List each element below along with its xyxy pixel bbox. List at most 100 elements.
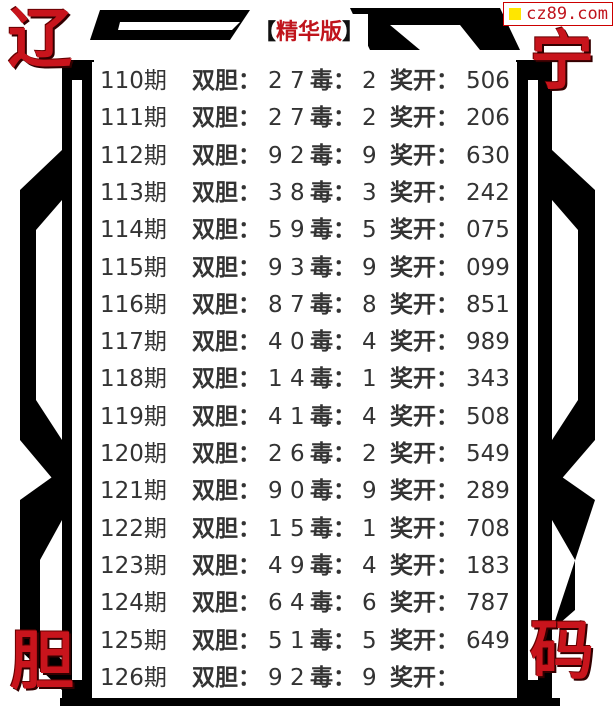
draw-value: 242 [466, 179, 510, 206]
logo-char-bottom-right: 码 [530, 614, 594, 689]
double-value: 2 7 [268, 105, 305, 132]
double-value: 6 4 [268, 590, 305, 617]
period: 121期 [100, 478, 167, 505]
poison-label: 毒： [310, 664, 356, 691]
period: 114期 [100, 217, 167, 244]
draw-label: 奖开： [390, 590, 459, 617]
double-value: 2 7 [268, 68, 305, 94]
poison-value: 4 [362, 329, 377, 356]
period: 119期 [100, 403, 167, 430]
double-value: 3 8 [268, 179, 305, 206]
period: 126期 [100, 664, 167, 691]
draw-label: 奖开： [390, 478, 459, 505]
double-label: 双胆： [192, 590, 261, 617]
draw-label: 奖开： [390, 366, 459, 393]
draw-value: 508 [466, 403, 510, 430]
poison-label: 毒： [310, 515, 356, 542]
poison-label: 毒： [310, 68, 356, 94]
draw-value: 206 [466, 105, 510, 132]
draw-label: 奖开： [390, 515, 459, 542]
double-label: 双胆： [192, 552, 261, 579]
poison-value: 1 [362, 515, 377, 542]
draw-value: 851 [466, 291, 510, 318]
double-label: 双胆： [192, 403, 261, 430]
double-label: 双胆： [192, 366, 261, 393]
poison-label: 毒： [310, 179, 356, 206]
poison-label: 毒： [310, 366, 356, 393]
double-label: 双胆： [192, 441, 261, 467]
draw-label: 奖开： [390, 664, 459, 691]
draw-value: 649 [466, 627, 510, 654]
double-value: 4 1 [268, 403, 305, 430]
poison-label: 毒： [310, 105, 356, 132]
double-label: 双胆： [192, 291, 261, 318]
poison-value: 4 [362, 403, 377, 430]
double-value: 9 3 [268, 254, 305, 281]
draw-value: 549 [466, 441, 510, 467]
poison-value: 8 [362, 291, 377, 318]
period: 117期 [100, 329, 167, 356]
double-value: 9 2 [268, 142, 305, 169]
double-label: 双胆： [192, 627, 261, 654]
poison-label: 毒： [310, 142, 356, 169]
poison-value: 9 [362, 254, 377, 281]
double-value: 9 2 [268, 664, 305, 691]
draw-value: 183 [466, 552, 510, 579]
title-bracket-left: 【 [254, 19, 277, 45]
double-value: 9 0 [268, 478, 305, 505]
title-text: 精华版 [276, 19, 343, 45]
double-value: 5 1 [268, 627, 305, 654]
poison-label: 毒： [310, 627, 356, 654]
draw-label: 奖开： [390, 105, 459, 132]
poison-value: 1 [362, 366, 377, 393]
poison-value: 2 [362, 441, 377, 467]
draw-label: 奖开： [390, 254, 459, 281]
double-value: 5 9 [268, 217, 305, 244]
double-label: 双胆： [192, 254, 261, 281]
double-value: 4 9 [268, 552, 305, 579]
poison-label: 毒： [310, 217, 356, 244]
poison-value: 2 [362, 68, 377, 94]
double-label: 双胆： [192, 179, 261, 206]
poison-value: 4 [362, 552, 377, 579]
draw-label: 奖开： [390, 291, 459, 318]
poison-value: 6 [362, 590, 377, 617]
poison-label: 毒： [310, 254, 356, 281]
draw-value: 787 [466, 590, 510, 617]
poison-value: 5 [362, 217, 377, 244]
double-label: 双胆： [192, 515, 261, 542]
draw-value: 343 [466, 366, 510, 393]
draw-value: 708 [466, 515, 510, 542]
poison-value: 9 [362, 142, 377, 169]
content-panel [92, 62, 517, 698]
poison-label: 毒： [310, 590, 356, 617]
watermark: cz89.com [503, 2, 613, 26]
poison-value: 9 [362, 664, 377, 691]
double-value: 1 4 [268, 366, 305, 393]
poison-label: 毒： [310, 441, 356, 467]
double-value: 4 0 [268, 329, 305, 356]
draw-label: 奖开： [390, 403, 459, 430]
title-bracket-right: 】 [342, 19, 365, 45]
draw-value: 099 [466, 254, 510, 281]
double-label: 双胆： [192, 478, 261, 505]
double-label: 双胆： [192, 68, 261, 94]
poison-value: 5 [362, 627, 377, 654]
poison-label: 毒： [310, 478, 356, 505]
period: 122期 [100, 515, 167, 542]
period: 110期 [100, 68, 167, 94]
poison-label: 毒： [310, 403, 356, 430]
double-label: 双胆： [192, 105, 261, 132]
poison-value: 3 [362, 179, 377, 206]
period: 118期 [100, 366, 167, 393]
period: 125期 [100, 627, 167, 654]
draw-label: 奖开： [390, 68, 459, 94]
poison-value: 9 [362, 478, 377, 505]
period: 113期 [100, 179, 167, 206]
double-label: 双胆： [192, 664, 261, 691]
period: 116期 [100, 291, 167, 318]
period: 111期 [100, 105, 167, 132]
draw-value: 506 [466, 68, 510, 94]
double-value: 2 6 [268, 441, 305, 467]
